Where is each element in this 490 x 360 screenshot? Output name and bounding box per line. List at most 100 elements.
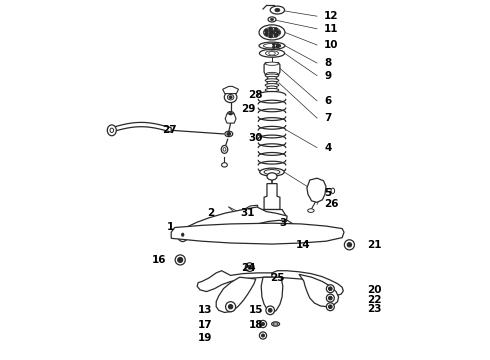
- Circle shape: [269, 309, 272, 312]
- Ellipse shape: [268, 17, 276, 22]
- Ellipse shape: [227, 94, 234, 100]
- Circle shape: [276, 31, 280, 34]
- Text: 30: 30: [248, 132, 263, 143]
- Circle shape: [326, 294, 334, 302]
- Circle shape: [265, 29, 269, 33]
- Circle shape: [225, 302, 236, 312]
- Polygon shape: [272, 271, 343, 295]
- Text: 15: 15: [248, 305, 263, 315]
- Circle shape: [265, 32, 269, 36]
- Ellipse shape: [275, 8, 280, 12]
- Text: 26: 26: [324, 199, 339, 210]
- Text: 16: 16: [151, 255, 166, 265]
- Polygon shape: [261, 277, 283, 313]
- Ellipse shape: [110, 128, 114, 132]
- Ellipse shape: [221, 145, 228, 153]
- Circle shape: [248, 265, 251, 269]
- Ellipse shape: [259, 25, 285, 40]
- Ellipse shape: [269, 31, 275, 34]
- Circle shape: [259, 332, 267, 339]
- Ellipse shape: [270, 6, 285, 14]
- Circle shape: [178, 257, 183, 262]
- Ellipse shape: [265, 84, 279, 87]
- Text: 29: 29: [242, 104, 256, 114]
- Ellipse shape: [331, 188, 335, 194]
- Polygon shape: [299, 274, 339, 307]
- Ellipse shape: [264, 170, 280, 175]
- Text: 8: 8: [324, 58, 331, 68]
- Ellipse shape: [263, 27, 281, 37]
- Ellipse shape: [260, 168, 284, 176]
- Ellipse shape: [308, 209, 314, 212]
- Text: 2: 2: [207, 208, 215, 218]
- Ellipse shape: [267, 86, 277, 89]
- Ellipse shape: [265, 79, 279, 82]
- Ellipse shape: [180, 231, 186, 238]
- Text: 6: 6: [324, 96, 331, 106]
- Ellipse shape: [225, 131, 233, 136]
- Text: 19: 19: [198, 333, 213, 343]
- Ellipse shape: [244, 210, 249, 216]
- Ellipse shape: [271, 322, 280, 326]
- Circle shape: [269, 27, 272, 31]
- Circle shape: [328, 305, 332, 309]
- Ellipse shape: [266, 72, 278, 75]
- Text: 5: 5: [324, 188, 331, 198]
- Ellipse shape: [263, 44, 281, 48]
- Text: 12: 12: [324, 11, 339, 21]
- Ellipse shape: [223, 148, 226, 151]
- Text: 24: 24: [242, 263, 256, 273]
- Ellipse shape: [266, 51, 278, 56]
- Polygon shape: [111, 122, 171, 132]
- Text: 10: 10: [324, 40, 339, 50]
- Text: 11: 11: [324, 24, 339, 34]
- Text: 14: 14: [295, 240, 310, 250]
- Polygon shape: [225, 114, 236, 123]
- Text: 22: 22: [368, 294, 382, 305]
- Text: 17: 17: [198, 320, 213, 330]
- Circle shape: [326, 303, 334, 311]
- Text: 18: 18: [248, 320, 263, 330]
- Ellipse shape: [276, 44, 279, 46]
- Text: 4: 4: [324, 143, 332, 153]
- Ellipse shape: [269, 215, 275, 219]
- Circle shape: [175, 255, 185, 265]
- Circle shape: [274, 28, 278, 31]
- Ellipse shape: [224, 92, 237, 103]
- Circle shape: [274, 33, 278, 37]
- Text: 1: 1: [167, 222, 174, 232]
- Circle shape: [262, 334, 265, 337]
- Polygon shape: [216, 277, 256, 312]
- Ellipse shape: [272, 46, 275, 48]
- Ellipse shape: [182, 233, 184, 236]
- Ellipse shape: [267, 76, 277, 80]
- Ellipse shape: [229, 113, 232, 115]
- Ellipse shape: [259, 42, 285, 49]
- Circle shape: [328, 296, 332, 300]
- Text: 13: 13: [198, 305, 213, 315]
- Text: 27: 27: [162, 125, 177, 135]
- Polygon shape: [183, 207, 287, 239]
- Circle shape: [259, 320, 267, 328]
- Text: 3: 3: [279, 218, 287, 228]
- Ellipse shape: [227, 112, 234, 116]
- Text: 28: 28: [248, 90, 263, 100]
- Polygon shape: [197, 271, 272, 292]
- Ellipse shape: [259, 49, 285, 57]
- Circle shape: [328, 287, 332, 291]
- Text: 7: 7: [324, 113, 332, 123]
- Polygon shape: [171, 223, 344, 244]
- Ellipse shape: [267, 173, 277, 180]
- Ellipse shape: [273, 323, 278, 325]
- Ellipse shape: [221, 163, 227, 167]
- Circle shape: [266, 306, 274, 315]
- Text: 31: 31: [241, 208, 255, 218]
- Text: 20: 20: [368, 285, 382, 295]
- Polygon shape: [264, 63, 280, 75]
- Ellipse shape: [107, 125, 116, 136]
- Ellipse shape: [272, 43, 275, 45]
- Polygon shape: [244, 205, 258, 218]
- Text: 21: 21: [368, 240, 382, 250]
- Ellipse shape: [278, 45, 280, 47]
- Ellipse shape: [267, 81, 277, 85]
